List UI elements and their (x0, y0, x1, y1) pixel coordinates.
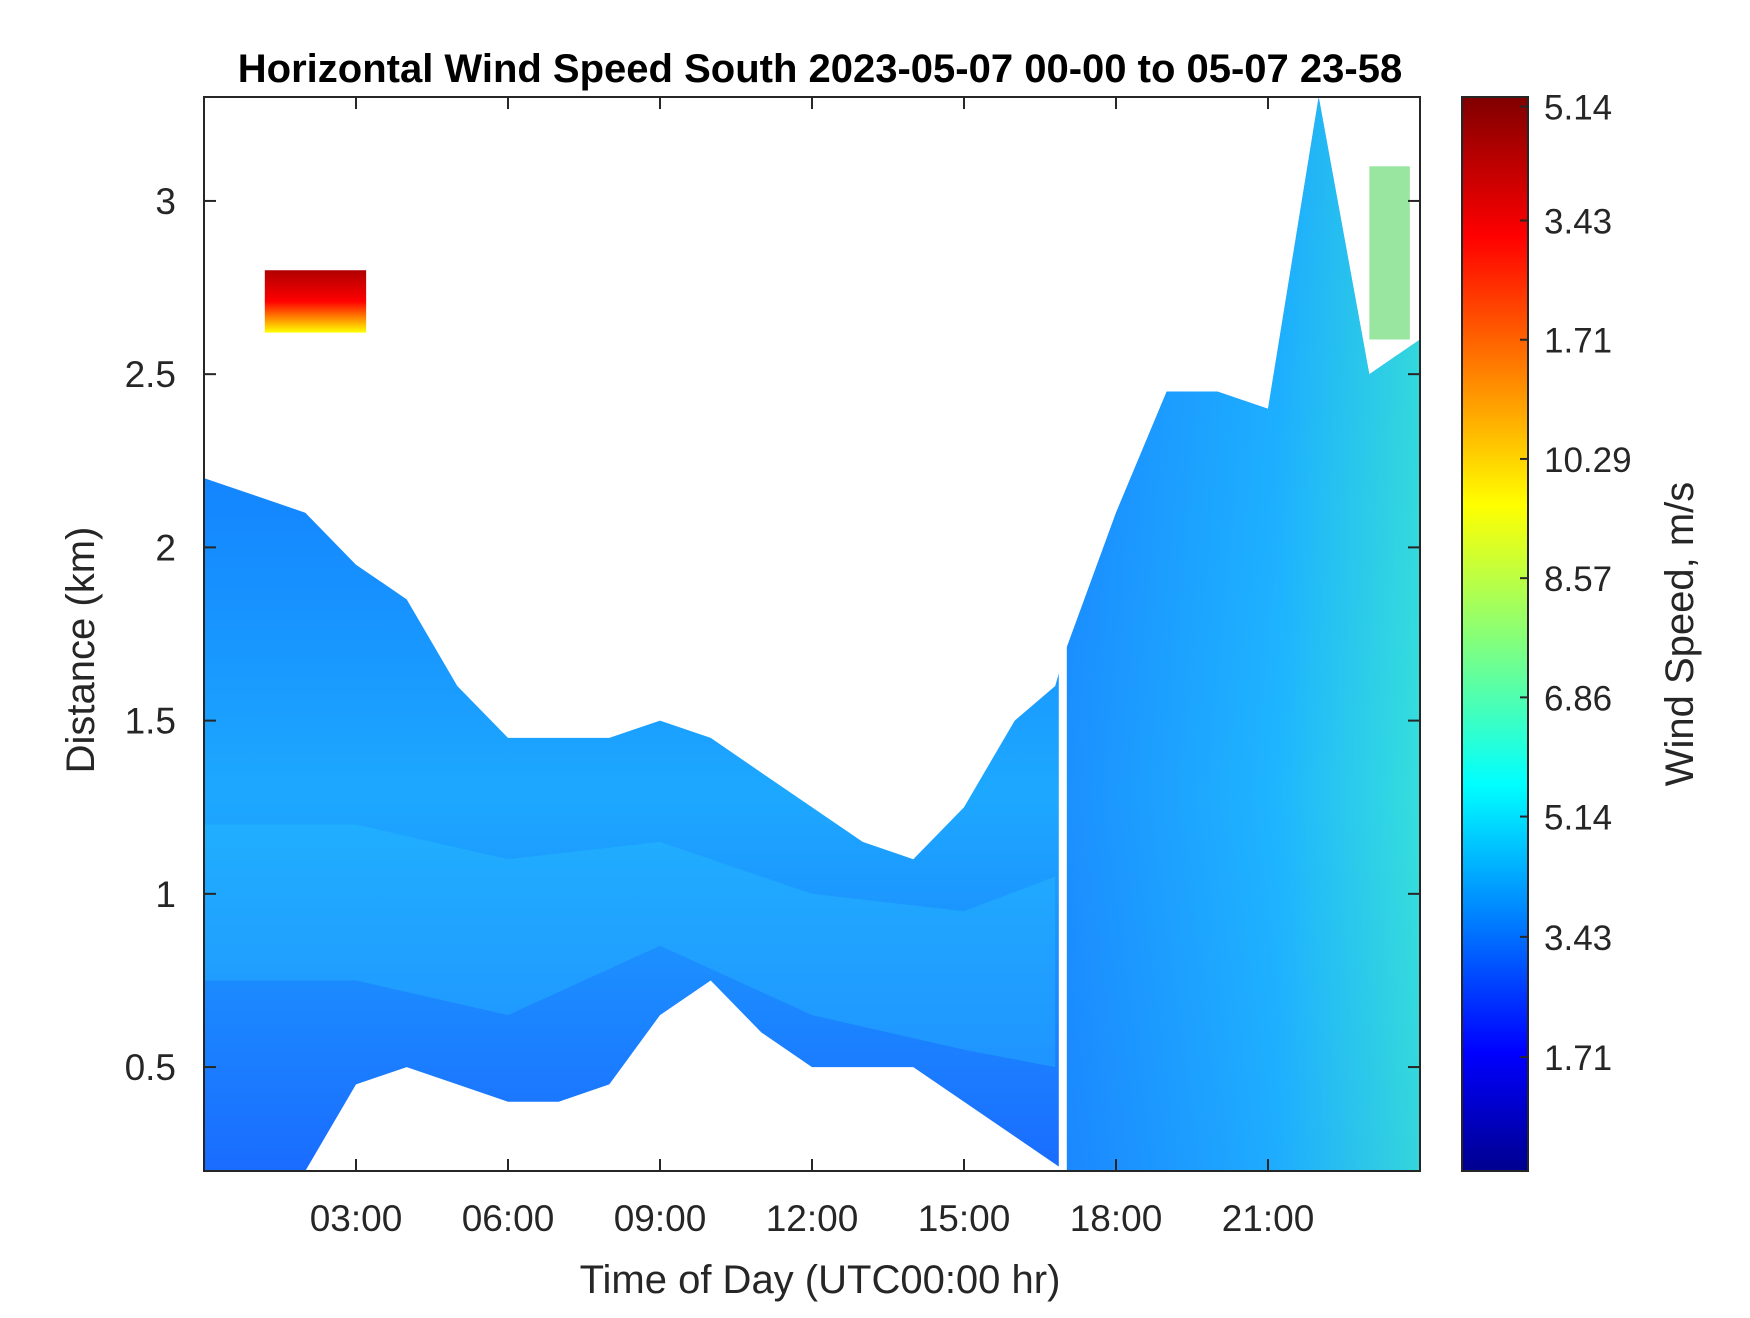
colorbar-tick-label: 5.14 (1544, 89, 1612, 128)
colorbar-tick-label: 3.43 (1544, 919, 1612, 958)
colorbar-ticks: 1.71 3.43 5.14 6.86 8.57 10.29 1.71 3.43 5.14 (1520, 89, 1632, 1078)
colorbar-tick-label: 6.86 (1544, 679, 1612, 718)
x-tick-label: 06:00 (462, 1198, 555, 1239)
x-tick-label: 12:00 (766, 1198, 859, 1239)
x-axis-label: Time of Day (UTC00:00 hr) (580, 1258, 1061, 1302)
y-axis-label: Distance (km) (59, 527, 103, 774)
x-tick-label: 09:00 (614, 1198, 707, 1239)
colorbar-label: Wind Speed, m/s (1658, 482, 1702, 787)
colorbar-tick-label: 5.14 (1544, 799, 1612, 838)
colorbar-tick-label: 1.71 (1544, 1039, 1612, 1078)
colorbar-tick-label: 3.43 (1544, 203, 1612, 242)
chart-title: Horizontal Wind Speed South 2023-05-07 0… (238, 47, 1402, 91)
wind-speed-field (204, 97, 1420, 1171)
colorbar (1461, 96, 1529, 1172)
wind-patch (1369, 166, 1410, 340)
wind-patch (264, 270, 367, 333)
colorbar-tick-label: 8.57 (1544, 560, 1612, 599)
x-tick-label: 03:00 (310, 1198, 403, 1239)
late-day-region (1065, 97, 1420, 1171)
y-tick-label: 1.5 (125, 701, 176, 742)
x-axis-ticks: 03:00 06:00 09:00 12:00 15:00 18:00 21:00 (310, 97, 1315, 1239)
data-gap (1058, 97, 1067, 1171)
x-tick-label: 18:00 (1070, 1198, 1163, 1239)
y-tick-label: 2.5 (125, 354, 176, 395)
y-tick-label: 0.5 (125, 1047, 176, 1088)
colorbar-tick-label: 1.71 (1544, 322, 1612, 361)
colorbar-tick-label: 10.29 (1544, 441, 1632, 480)
x-tick-label: 15:00 (918, 1198, 1011, 1239)
y-axis-ticks: 0.5 1 1.5 2 2.5 3 (125, 181, 1420, 1088)
y-tick-label: 2 (155, 527, 176, 568)
core-high-speed-band (204, 824, 1056, 1068)
y-tick-label: 1 (155, 874, 176, 915)
y-tick-label: 3 (155, 181, 176, 222)
x-tick-label: 21:00 (1222, 1198, 1315, 1239)
